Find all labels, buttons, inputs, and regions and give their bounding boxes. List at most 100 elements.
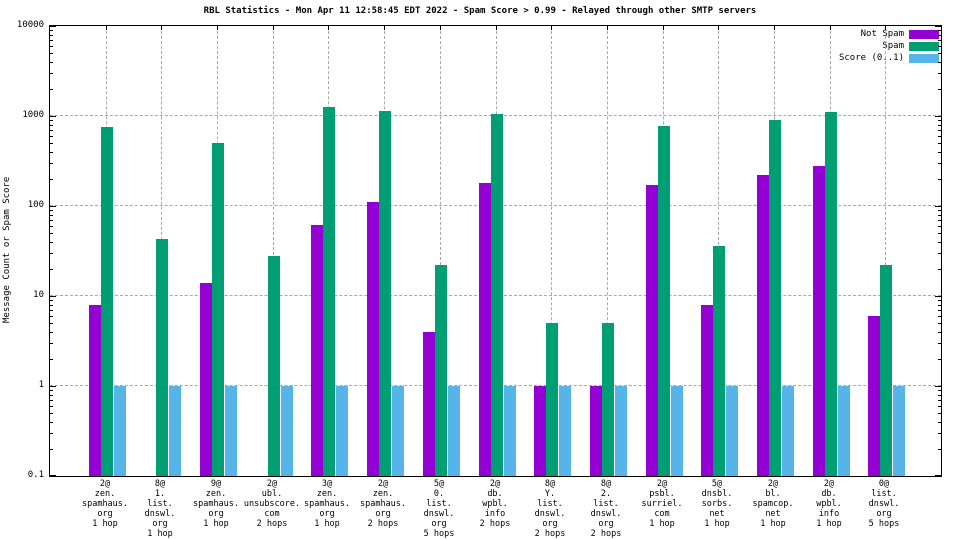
bar-score xyxy=(225,386,237,476)
x-category-label-line: list. xyxy=(593,499,619,509)
x-category-label-line: 1 hop xyxy=(649,519,675,529)
x-category-label-line: spamcop. xyxy=(752,499,794,509)
y-minor-tick xyxy=(50,151,53,153)
chart-title: RBL Statistics - Mon Apr 11 12:58:45 EDT… xyxy=(203,6,757,16)
x-category-label-line: 9@ xyxy=(210,479,222,489)
x-category-label: 2@ db. wpbl. info 1 hop xyxy=(797,479,861,529)
y-major-tick xyxy=(935,26,941,27)
x-category-label-line: wpbl. xyxy=(816,499,842,509)
x-tick xyxy=(217,26,218,30)
x-category-label-line: 5@ xyxy=(433,479,445,489)
x-category-label: 5@ 0. list. dnswl. org 5 hops xyxy=(407,479,471,539)
x-tick xyxy=(384,26,385,30)
y-minor-tick xyxy=(938,300,941,302)
y-minor-tick xyxy=(50,241,53,243)
y-minor-tick xyxy=(938,163,941,165)
x-category-label-line: 1 hop xyxy=(314,519,340,529)
x-category-label-line: spamhaus. xyxy=(303,499,351,509)
x-category-label-line: com xyxy=(654,509,670,519)
y-minor-tick xyxy=(50,315,53,317)
bar-score xyxy=(671,386,683,476)
x-category-label-line: info xyxy=(484,509,506,519)
bar-not-spam xyxy=(367,202,379,476)
y-major-tick xyxy=(935,475,941,476)
y-minor-tick xyxy=(50,163,53,165)
y-minor-tick xyxy=(50,124,53,126)
y-minor-tick xyxy=(50,53,53,55)
bar-spam xyxy=(880,265,892,476)
x-tick xyxy=(830,26,831,30)
x-category-label-line: zen. xyxy=(205,489,227,499)
x-category-label-line: dnswl. xyxy=(534,509,566,519)
y-tick-label: 10 xyxy=(33,290,44,300)
bar-score xyxy=(281,386,293,476)
x-category-label-line: unsubscore. xyxy=(243,499,301,509)
y-minor-tick xyxy=(938,214,941,216)
y-minor-tick xyxy=(938,73,941,75)
bar-not-spam xyxy=(813,166,825,476)
x-category-label-line: 0. xyxy=(433,489,445,499)
y-minor-tick xyxy=(938,405,941,407)
y-minor-tick xyxy=(938,219,941,221)
bar-score xyxy=(559,386,571,476)
y-minor-tick xyxy=(938,399,941,401)
legend-item: Score (0..1) xyxy=(839,52,939,64)
x-tick xyxy=(885,26,886,30)
x-category-label-line: spamhaus. xyxy=(81,499,129,509)
y-tick-label: 1 xyxy=(38,380,44,390)
y-minor-tick xyxy=(938,30,941,32)
y-tick-label: 10000 xyxy=(16,20,44,30)
y-minor-tick xyxy=(50,433,53,435)
bar-not-spam xyxy=(701,305,713,476)
x-gridline xyxy=(440,26,441,476)
x-category-label-line: 2@ xyxy=(377,479,389,489)
x-category-label-line: org xyxy=(431,519,447,529)
bar-spam xyxy=(546,323,558,476)
x-category-label-line: zen. xyxy=(372,489,394,499)
bar-score xyxy=(114,386,126,476)
x-tick xyxy=(273,26,274,30)
y-minor-tick xyxy=(938,331,941,333)
x-category-label-line: 2@ xyxy=(99,479,111,489)
bar-spam xyxy=(435,265,447,476)
bar-not-spam xyxy=(89,305,101,476)
x-category-label-line: 3@ xyxy=(321,479,333,489)
x-category-label-line: org xyxy=(208,509,224,519)
bar-spam xyxy=(323,107,335,476)
bar-spam xyxy=(101,127,113,476)
x-category-label-line: 2@ xyxy=(489,479,501,489)
y-minor-tick xyxy=(938,448,941,450)
y-minor-tick xyxy=(938,343,941,345)
y-minor-tick xyxy=(938,304,941,306)
x-category-label-line: list. xyxy=(426,499,452,509)
y-minor-tick xyxy=(50,61,53,63)
bar-spam xyxy=(491,114,503,476)
bar-score xyxy=(336,386,348,476)
y-minor-tick xyxy=(50,331,53,333)
x-category-label-line: zen. xyxy=(94,489,116,499)
y-minor-tick xyxy=(938,253,941,255)
x-category-label: 9@ zen. spamhaus. org 1 hop xyxy=(184,479,248,529)
y-major-tick xyxy=(935,206,941,207)
y-major-tick xyxy=(935,296,941,297)
y-minor-tick xyxy=(50,178,53,180)
y-minor-tick xyxy=(50,233,53,235)
y-minor-tick xyxy=(938,390,941,392)
y-minor-tick xyxy=(938,135,941,137)
bar-score xyxy=(893,386,905,476)
y-minor-tick xyxy=(938,34,941,36)
y-minor-tick xyxy=(938,129,941,131)
bar-spam xyxy=(268,256,280,476)
x-category-label-line: org xyxy=(375,509,391,519)
x-category-label-line: 2@ xyxy=(767,479,779,489)
x-category-label-line: sorbs. xyxy=(701,499,733,509)
x-category-label-line: dnswl. xyxy=(144,509,176,519)
x-category-label-line: dnswl. xyxy=(868,499,900,509)
y-minor-tick xyxy=(50,390,53,392)
x-category-label-line: spamhaus. xyxy=(192,499,240,509)
y-minor-tick xyxy=(50,88,53,90)
bar-score xyxy=(782,386,794,476)
legend-item: Not Spam xyxy=(839,28,939,40)
x-category-label: 2@ ubl. unsubscore. com 2 hops xyxy=(240,479,304,529)
x-category-label-line: 2 hops xyxy=(590,529,622,539)
